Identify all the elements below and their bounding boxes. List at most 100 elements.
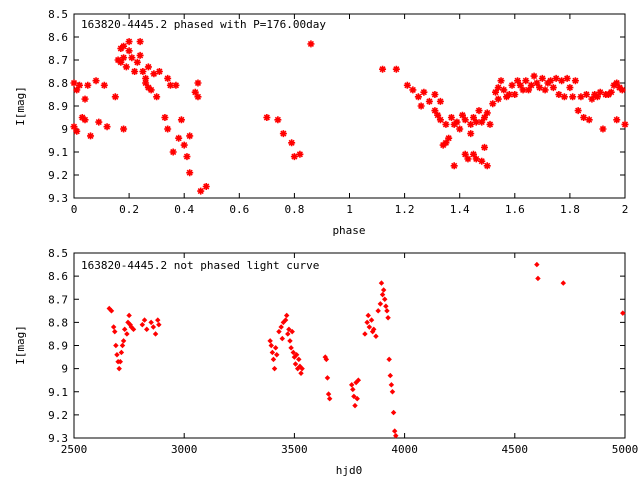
data-point: [472, 155, 480, 163]
data-point: [386, 356, 392, 363]
data-point: [486, 120, 494, 128]
data-point: [519, 86, 527, 94]
y-tick-label: 8.8: [48, 77, 68, 90]
data-point: [478, 118, 486, 126]
data-point: [120, 125, 128, 133]
y-tick-label: 9.3: [48, 432, 68, 445]
data-point: [81, 116, 89, 124]
data-point: [166, 81, 174, 89]
data-point: [125, 47, 133, 55]
x-axis-label: hjd0: [336, 464, 363, 477]
data-point: [393, 432, 399, 439]
data-point: [505, 91, 513, 98]
y-axis-label: I[mag]: [14, 325, 27, 365]
y-tick-label: 8.6: [48, 31, 68, 44]
data-point: [155, 317, 161, 323]
x-tick-label: 0: [71, 203, 78, 216]
data-point: [299, 365, 305, 372]
data-point: [87, 132, 95, 140]
data-point: [271, 365, 278, 372]
data-point: [156, 321, 162, 328]
data-point: [307, 40, 315, 48]
data-point: [290, 153, 298, 161]
data-point: [620, 310, 626, 316]
data-point: [467, 120, 475, 128]
data-point: [480, 114, 488, 121]
data-point: [447, 114, 455, 121]
data-point: [585, 116, 593, 124]
x-ticks: 2500 3000 3500 4000 4500 5000: [61, 253, 638, 456]
data-point: [117, 358, 124, 365]
data-point: [263, 114, 271, 121]
data-point: [469, 150, 477, 158]
data-point: [475, 107, 483, 115]
data-point: [593, 93, 601, 101]
data-point: [380, 287, 387, 293]
data-point: [574, 107, 582, 115]
y-tick-label: 8.6: [48, 270, 68, 283]
data-point: [116, 365, 122, 372]
data-point: [197, 187, 205, 195]
data-point: [453, 118, 461, 126]
data-point: [469, 114, 477, 121]
data-point: [458, 111, 466, 119]
x-tick-label: 4500: [502, 443, 529, 456]
data-point: [180, 141, 188, 149]
plot-frame: [73, 13, 626, 199]
data-point: [442, 139, 450, 147]
data-point: [172, 81, 180, 89]
plot-frame: [73, 252, 626, 439]
x-axis-label: phase: [332, 224, 365, 237]
x-tick-label: 0.2: [119, 203, 139, 216]
y-tick-label: 8.9: [48, 340, 68, 353]
data-point: [194, 79, 202, 87]
data-point: [414, 93, 422, 101]
data-point: [516, 81, 524, 89]
data-point: [390, 409, 397, 416]
data-point: [161, 114, 169, 121]
data-point: [431, 91, 439, 98]
data-point: [73, 86, 81, 94]
data-point: [445, 134, 453, 142]
data-point: [607, 88, 615, 96]
data-point: [494, 95, 502, 103]
data-point: [287, 338, 293, 344]
data-point: [366, 324, 373, 330]
data-point: [555, 91, 563, 98]
data-point: [110, 324, 117, 330]
data-point: [566, 84, 574, 92]
data-point: [403, 81, 411, 89]
data-point: [385, 315, 391, 321]
data-point: [112, 328, 118, 335]
data-point: [194, 93, 202, 101]
data-point: [580, 114, 588, 121]
data-point: [114, 352, 120, 358]
y-tick-label: 8.7: [48, 293, 68, 306]
data-point: [375, 308, 381, 314]
data-point: [282, 317, 289, 323]
data-point: [591, 91, 599, 98]
data-point: [604, 91, 612, 98]
data-point: [120, 42, 128, 50]
x-ticks: 0 0.2 0.4 0.6 0.8 1 1.2 1.4 1.6 1.8 2: [71, 14, 628, 216]
data-point: [483, 162, 491, 170]
data-point: [153, 93, 161, 101]
data-point: [514, 77, 522, 85]
data-points: [106, 261, 626, 439]
data-point: [538, 74, 546, 82]
data-point: [409, 86, 417, 94]
y-tick-label: 8.5: [48, 8, 68, 21]
data-point: [142, 79, 150, 87]
data-point: [613, 116, 621, 124]
data-point: [436, 116, 444, 124]
data-point: [293, 352, 300, 358]
data-point: [100, 81, 108, 89]
data-point: [425, 97, 433, 105]
x-tick-label: 3500: [281, 443, 308, 456]
data-point: [92, 77, 100, 85]
data-point: [136, 38, 144, 46]
data-point: [558, 77, 566, 85]
data-point: [472, 118, 480, 126]
data-point: [350, 386, 356, 393]
data-point: [379, 291, 386, 298]
